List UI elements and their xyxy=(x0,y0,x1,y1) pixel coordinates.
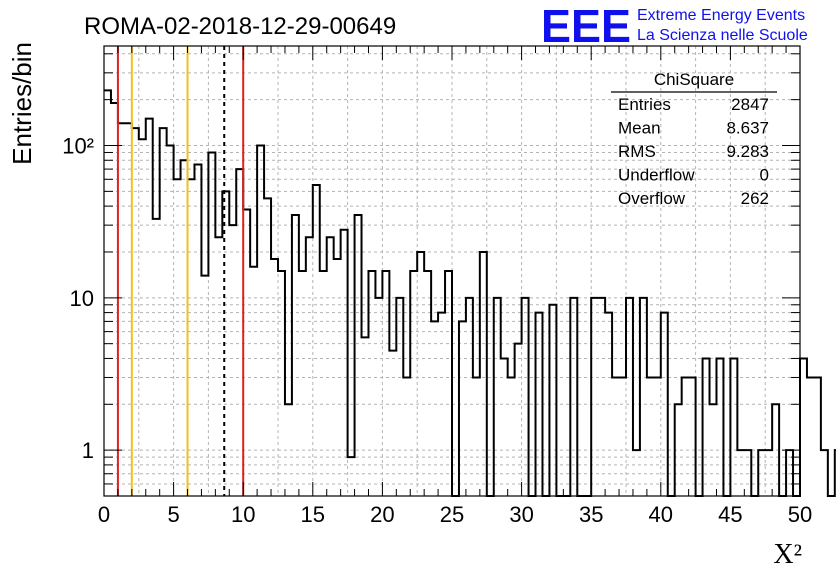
histogram-bin xyxy=(188,179,195,496)
histogram-bin xyxy=(598,298,605,496)
histogram-bin xyxy=(236,169,243,496)
histogram-bin xyxy=(619,377,626,496)
histogram-bin xyxy=(250,267,257,496)
histogram-outline xyxy=(104,89,836,497)
eee-logo-line2: La Scienza nelle Scuole xyxy=(637,27,808,44)
histogram-bin xyxy=(570,298,577,496)
y-tick-labels: 1 10 10² xyxy=(62,133,94,463)
histogram-bin xyxy=(473,377,480,496)
histogram-bin xyxy=(208,152,215,496)
x-tick-label: 0 xyxy=(98,502,110,527)
histogram-bin xyxy=(160,128,167,496)
histogram-bin xyxy=(647,377,654,496)
histogram-bin xyxy=(591,298,598,496)
histogram-bin xyxy=(549,305,556,496)
histogram-bin xyxy=(194,165,201,496)
histogram-bin xyxy=(375,298,382,496)
x-tick-label: 30 xyxy=(509,502,533,527)
histogram-bin xyxy=(132,128,139,496)
histogram-bin xyxy=(396,298,403,496)
histogram-bin xyxy=(348,457,355,496)
histogram-bin xyxy=(431,321,438,496)
histogram-bin xyxy=(146,119,153,496)
histogram-bin xyxy=(403,377,410,496)
stats-title: ChiSquare xyxy=(654,70,734,89)
histogram-series xyxy=(104,89,836,497)
histogram-bin xyxy=(654,377,661,496)
stats-label: Entries xyxy=(618,95,671,114)
histogram-bin xyxy=(362,337,369,496)
axis-ticks xyxy=(103,46,801,496)
histogram-bin xyxy=(153,219,160,496)
stats-value: 8.637 xyxy=(726,119,769,138)
eee-logo-line1: Extreme Energy Events xyxy=(637,7,805,24)
histogram-bin xyxy=(466,298,473,496)
histogram-bin xyxy=(139,139,146,496)
histogram-bin xyxy=(640,298,647,496)
stats-rows: Entries 2847 Mean 8.637 RMS 9.283 Underflow 0 Ov… xyxy=(618,95,769,208)
histogram-bin xyxy=(703,358,710,496)
eee-logo-mark: EEE xyxy=(541,0,631,52)
histogram-bin xyxy=(459,321,466,496)
histogram-bin xyxy=(515,344,522,496)
histogram-bin xyxy=(508,377,515,496)
x-tick-label: 50 xyxy=(788,502,812,527)
x-tick-label: 25 xyxy=(440,502,464,527)
stats-label: Underflow xyxy=(618,166,695,185)
histogram-bin xyxy=(800,358,807,496)
y-axis-label: Entries/bin xyxy=(7,42,37,165)
stats-label: RMS xyxy=(618,142,656,161)
marker-lines xyxy=(116,46,245,496)
x-tick-label: 45 xyxy=(718,502,742,527)
histogram-bin xyxy=(174,179,181,496)
histogram-bin xyxy=(814,377,821,496)
histogram-bin xyxy=(480,252,487,496)
histogram-bin xyxy=(201,276,208,496)
stats-value: 0 xyxy=(760,166,769,185)
histogram-bin xyxy=(417,252,424,496)
x-tick-label: 5 xyxy=(167,502,179,527)
histogram-bin xyxy=(257,145,264,496)
histogram-bin xyxy=(501,358,508,496)
histogram-bin xyxy=(730,358,737,496)
histogram-bin xyxy=(167,145,174,496)
x-tick-label: 40 xyxy=(649,502,673,527)
histogram-bin xyxy=(821,450,828,496)
x-axis-label: X² xyxy=(773,539,802,570)
x-tick-label: 10 xyxy=(231,502,255,527)
histogram-bin xyxy=(626,298,633,496)
histogram-bin xyxy=(355,215,362,496)
histogram-bin xyxy=(181,160,188,496)
histogram-bin xyxy=(807,377,814,496)
stats-label: Overflow xyxy=(618,189,686,208)
stats-value: 262 xyxy=(741,189,769,208)
x-tick-label: 20 xyxy=(370,502,394,527)
chart-title: ROMA-02-2018-12-29-00649 xyxy=(84,13,396,40)
y-tick-label: 10 xyxy=(70,286,94,311)
histogram-bin xyxy=(494,298,501,496)
histogram-bin xyxy=(111,103,118,496)
histogram-bin xyxy=(689,377,696,496)
histogram-bin xyxy=(313,185,320,496)
stats-box: ChiSquare Entries 2847 Mean 8.637 RMS 9.283 Un… xyxy=(611,70,777,208)
y-tick-label: 10² xyxy=(62,133,94,158)
x-tick-label: 35 xyxy=(579,502,603,527)
histogram-bin xyxy=(229,225,236,496)
histogram-bin xyxy=(104,90,111,496)
y-tick-label: 1 xyxy=(82,438,94,463)
x-tick-label: 15 xyxy=(301,502,325,527)
histogram-bin xyxy=(264,198,271,496)
stats-value: 2847 xyxy=(731,95,769,114)
histogram-bin xyxy=(716,358,723,496)
histogram-bin xyxy=(522,298,529,496)
histogram-bin xyxy=(612,377,619,496)
histogram-bin xyxy=(682,377,689,496)
stats-value: 9.283 xyxy=(726,142,769,161)
x-tick-labels: 0 5 10 15 20 25 30 35 40 45 50 xyxy=(98,502,812,527)
histogram-bin xyxy=(341,230,348,496)
histogram-bin xyxy=(292,215,299,496)
histogram-bin xyxy=(243,210,250,496)
stats-label: Mean xyxy=(618,119,661,138)
